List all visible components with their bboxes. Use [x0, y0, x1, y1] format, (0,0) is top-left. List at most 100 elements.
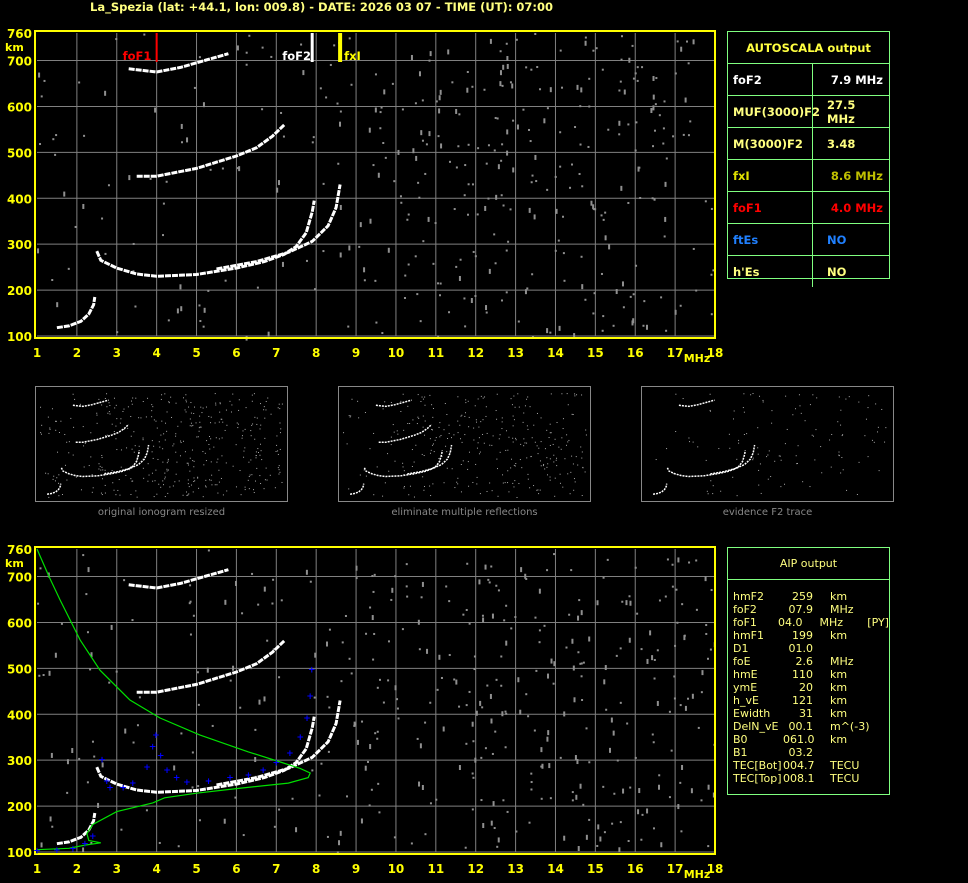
noise-dot	[169, 486, 171, 488]
x-tick-label: 1	[33, 862, 41, 876]
noise-dot	[232, 393, 234, 395]
noise-dot	[259, 475, 261, 477]
noise-dot	[60, 420, 62, 422]
noise-dot	[375, 321, 378, 324]
noise-dot	[584, 36, 587, 39]
noise-dot	[197, 476, 199, 478]
noise-dot	[653, 198, 656, 201]
x-tick-label: 10	[388, 346, 405, 360]
noise-dot	[319, 87, 322, 90]
noise-dot	[155, 469, 157, 471]
noise-dot	[588, 105, 591, 108]
noise-dot	[254, 416, 256, 418]
noise-dot	[473, 427, 475, 429]
noise-dot	[616, 759, 619, 762]
noise-dot	[115, 38, 118, 41]
noise-dot	[211, 724, 214, 727]
noise-dot	[546, 328, 549, 334]
noise-dot	[253, 492, 255, 494]
noise-dot	[209, 168, 212, 171]
noise-dot	[831, 433, 833, 435]
noise-dot	[505, 430, 507, 432]
noise-dot	[280, 428, 282, 430]
noise-dot	[276, 444, 278, 446]
noise-dot	[605, 708, 608, 711]
noise-dot	[215, 437, 217, 439]
noise-dot	[258, 699, 261, 705]
noise-dot	[138, 445, 140, 447]
noise-dot	[508, 436, 510, 438]
noise-dot	[626, 722, 629, 725]
noise-dot	[355, 565, 358, 571]
noise-dot	[451, 468, 453, 470]
noise-dot	[405, 563, 408, 566]
noise-dot	[194, 406, 196, 408]
noise-dot	[119, 494, 121, 496]
y-tick-label: 600	[7, 100, 32, 114]
echo-trace	[407, 444, 453, 475]
foF1-label: foF1	[123, 49, 152, 63]
aip-point: +	[69, 844, 77, 854]
noise-dot	[98, 463, 100, 465]
noise-dot	[437, 335, 440, 338]
noise-dot	[746, 433, 748, 435]
x-tick-label: 5	[192, 862, 200, 876]
noise-dot	[533, 729, 536, 732]
noise-dot	[318, 794, 321, 797]
noise-dot	[373, 432, 375, 434]
noise-dot	[531, 174, 534, 177]
noise-dot	[164, 439, 166, 441]
noise-dot	[63, 191, 66, 197]
noise-dot	[650, 107, 653, 113]
noise-dot	[166, 470, 168, 472]
noise-dot	[188, 406, 190, 408]
noise-dot	[208, 435, 210, 437]
noise-dot	[51, 408, 53, 410]
noise-dot	[479, 700, 482, 706]
noise-dot	[119, 422, 121, 424]
noise-dot	[518, 483, 520, 485]
y-tick-label: 500	[7, 662, 32, 676]
noise-dot	[663, 100, 666, 103]
noise-dot	[186, 491, 188, 493]
noise-dot	[229, 679, 232, 682]
aip-point: +	[183, 778, 191, 788]
noise-dot	[208, 444, 210, 446]
noise-dot	[115, 494, 117, 496]
noise-dot	[629, 786, 632, 789]
noise-dot	[215, 402, 217, 404]
noise-dot	[172, 445, 174, 447]
plot-frame	[34, 30, 716, 339]
noise-dot	[521, 467, 523, 469]
noise-dot	[105, 435, 107, 437]
noise-dot	[115, 404, 117, 406]
noise-dot	[628, 57, 631, 63]
noise-dot	[439, 89, 442, 95]
noise-dot	[101, 762, 104, 768]
noise-dot	[662, 142, 665, 145]
noise-dot	[465, 402, 467, 404]
noise-dot	[438, 654, 441, 660]
x-tick-label: 6	[232, 862, 240, 876]
noise-dot	[266, 479, 268, 481]
noise-dot	[780, 459, 782, 461]
noise-dot	[457, 145, 460, 148]
noise-dot	[480, 421, 482, 423]
noise-dot	[758, 484, 760, 486]
noise-dot	[653, 658, 656, 661]
noise-dot	[135, 490, 137, 492]
noise-dot	[235, 444, 237, 446]
aip-output-table: AIP output hmF2 259 km foF2 07.9 MHz foF1 04.0 M…	[727, 547, 890, 795]
noise-dot	[671, 563, 674, 566]
echo-trace	[128, 52, 229, 74]
noise-dot	[506, 56, 509, 62]
noise-dot	[153, 496, 155, 498]
noise-dot	[592, 312, 595, 315]
noise-dot	[499, 451, 501, 453]
noise-dot	[490, 565, 493, 568]
noise-dot	[488, 268, 491, 274]
noise-dot	[450, 437, 452, 439]
noise-dot	[101, 457, 103, 459]
noise-dot	[381, 332, 384, 335]
noise-dot	[191, 751, 194, 754]
